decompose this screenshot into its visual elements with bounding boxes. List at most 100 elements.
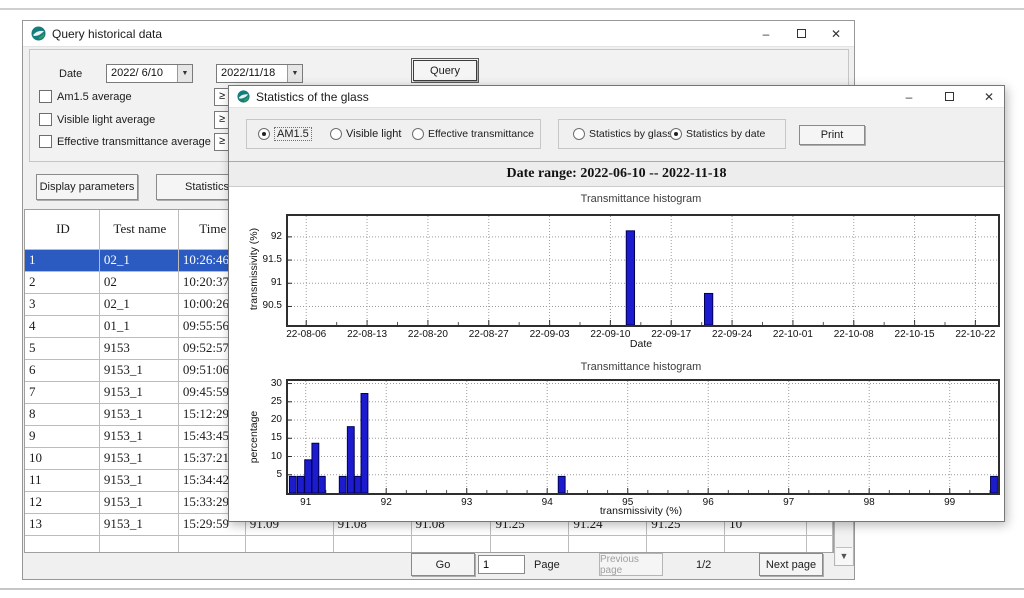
- table-cell[interactable]: [25, 536, 100, 553]
- table-cell[interactable]: 5: [25, 338, 100, 360]
- histogram-bar: [558, 476, 565, 493]
- figure-top-rule: [0, 8, 1024, 10]
- table-cell[interactable]: ID: [25, 210, 100, 250]
- y-tick-label: 25: [236, 396, 282, 407]
- y-tick-label: 91.5: [236, 254, 282, 265]
- table-cell[interactable]: Test name: [100, 210, 179, 250]
- effective-transmittance-average-checkbox[interactable]: [39, 135, 52, 148]
- am15-radio-label[interactable]: AM1.5: [274, 127, 312, 141]
- chart2-plot: [286, 379, 1000, 495]
- y-tick-label: 91: [236, 277, 282, 288]
- page-label: Page: [534, 559, 560, 571]
- go-button[interactable]: Go: [411, 553, 475, 576]
- page-number-input[interactable]: [478, 555, 525, 574]
- table-cell[interactable]: 13: [25, 514, 100, 536]
- table-cell[interactable]: 1: [25, 250, 100, 272]
- statistics-by-date-radio-label[interactable]: Statistics by date: [686, 128, 765, 140]
- date-to-combobox[interactable]: 2022/11/18 ▼: [216, 64, 303, 83]
- y-tick-label: 92: [236, 231, 282, 242]
- histogram-bar: [339, 476, 346, 493]
- visible-light-average-checkbox[interactable]: [39, 113, 52, 126]
- table-cell[interactable]: 9: [25, 426, 100, 448]
- table-cell[interactable]: [491, 536, 569, 553]
- table-cell[interactable]: 9153_1: [100, 360, 179, 382]
- table-row[interactable]: [25, 536, 833, 553]
- y-tick-label: 5: [236, 469, 282, 480]
- close-button[interactable]: ✕: [819, 27, 853, 41]
- table-cell[interactable]: 9153_1: [100, 448, 179, 470]
- table-cell[interactable]: [179, 536, 246, 553]
- table-cell[interactable]: 7: [25, 382, 100, 404]
- chevron-down-icon[interactable]: ▼: [177, 65, 192, 82]
- figure-bottom-rule: [0, 588, 1024, 590]
- table-cell[interactable]: 9153_1: [100, 382, 179, 404]
- am15-average-label: Am1.5 average: [57, 91, 132, 103]
- y-tick-label: 20: [236, 414, 282, 425]
- statistics-by-glass-radio[interactable]: [573, 128, 585, 140]
- date-range-banner: Date range: 2022-06-10 -- 2022-11-18: [229, 162, 1004, 187]
- table-cell[interactable]: [334, 536, 412, 553]
- table-cell[interactable]: 8: [25, 404, 100, 426]
- table-cell[interactable]: 9153: [100, 338, 179, 360]
- statistics-window-titlebar[interactable]: Statistics of the glass – ✕: [229, 86, 1004, 108]
- visible-light-radio-label[interactable]: Visible light: [346, 128, 401, 140]
- histogram-bar: [347, 427, 354, 493]
- histogram-bar: [318, 476, 325, 493]
- visible-light-radio[interactable]: [330, 128, 342, 140]
- table-cell[interactable]: 01_1: [100, 316, 179, 338]
- previous-page-button[interactable]: Previous page: [599, 553, 663, 576]
- maximize-button[interactable]: [784, 27, 818, 41]
- table-cell[interactable]: 9153_1: [100, 404, 179, 426]
- query-window-title: Query historical data: [52, 27, 162, 41]
- am15-radio[interactable]: [258, 128, 270, 140]
- query-button[interactable]: Query: [413, 60, 477, 81]
- table-cell[interactable]: 02_1: [100, 250, 179, 272]
- table-cell[interactable]: 02_1: [100, 294, 179, 316]
- table-cell[interactable]: 9153_1: [100, 470, 179, 492]
- statistics-by-glass-radio-label[interactable]: Statistics by glass: [589, 128, 672, 140]
- minimize-button[interactable]: –: [892, 90, 926, 104]
- table-cell[interactable]: 02: [100, 272, 179, 294]
- next-page-button[interactable]: Next page: [759, 553, 823, 576]
- histogram-bar: [704, 293, 712, 325]
- table-cell[interactable]: 4: [25, 316, 100, 338]
- print-button[interactable]: Print: [799, 125, 865, 145]
- app-icon: [31, 26, 46, 41]
- y-tick-label: 15: [236, 432, 282, 443]
- table-cell[interactable]: 9153_1: [100, 514, 179, 536]
- maximize-button[interactable]: [932, 90, 966, 104]
- table-cell[interactable]: 12: [25, 492, 100, 514]
- table-cell[interactable]: [100, 536, 179, 553]
- table-cell[interactable]: [725, 536, 807, 553]
- histogram-bar: [355, 476, 362, 493]
- table-cell[interactable]: 2: [25, 272, 100, 294]
- query-window-titlebar[interactable]: Query historical data – ✕: [23, 21, 854, 47]
- effective-transmittance-radio[interactable]: [412, 128, 424, 140]
- date-to-value: 2022/11/18: [217, 65, 287, 82]
- chart1-ylabel: transmissivity (%): [248, 199, 262, 339]
- display-parameters-button[interactable]: Display parameters: [36, 174, 138, 200]
- table-cell[interactable]: 10: [25, 448, 100, 470]
- table-cell[interactable]: 6: [25, 360, 100, 382]
- statistics-by-date-radio[interactable]: [670, 128, 682, 140]
- statistics-window-title: Statistics of the glass: [256, 90, 369, 104]
- table-cell[interactable]: [412, 536, 492, 553]
- histogram-bar: [991, 476, 998, 493]
- date-from-combobox[interactable]: 2022/ 6/10 ▼: [106, 64, 193, 83]
- table-cell[interactable]: [807, 536, 833, 553]
- chevron-down-icon[interactable]: ▼: [287, 65, 302, 82]
- close-button[interactable]: ✕: [972, 90, 1006, 104]
- scrollbar-down-arrow-icon[interactable]: ▼: [836, 547, 852, 565]
- table-cell[interactable]: [246, 536, 334, 553]
- chart2-xlabel: transmissivity (%): [286, 505, 996, 517]
- table-cell[interactable]: [569, 536, 647, 553]
- table-cell[interactable]: 3: [25, 294, 100, 316]
- effective-transmittance-radio-label[interactable]: Effective transmittance: [428, 128, 534, 140]
- minimize-button[interactable]: –: [749, 27, 783, 41]
- table-cell[interactable]: 11: [25, 470, 100, 492]
- table-cell[interactable]: 9153_1: [100, 426, 179, 448]
- table-cell[interactable]: 9153_1: [100, 492, 179, 514]
- am15-average-checkbox[interactable]: [39, 90, 52, 103]
- histogram-bar: [626, 231, 634, 325]
- table-cell[interactable]: [647, 536, 725, 553]
